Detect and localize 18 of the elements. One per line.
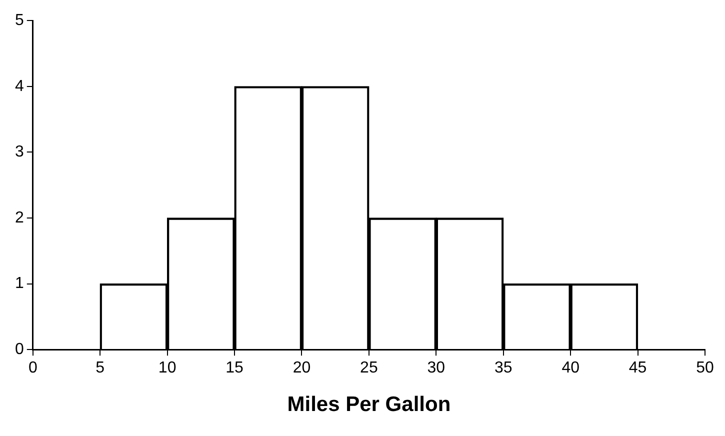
x-tick-label: 0 [28,360,38,377]
x-tick-label: 20 [292,360,311,377]
x-tick-label: 40 [562,360,580,377]
x-tick-label: 15 [226,360,244,377]
x-tick-label: 25 [360,360,378,377]
x-axis-title: Miles Per Gallon [287,393,451,416]
x-tick-label: 10 [158,360,176,377]
x-tick-label: 50 [696,360,714,377]
y-tick-label: 2 [14,209,24,226]
y-tick-label: 1 [14,275,24,292]
x-tick-label: 35 [494,360,512,377]
x-tick-label: 45 [628,360,647,377]
y-tick-label: 5 [14,12,24,30]
y-tick-label: 0 [14,341,24,358]
y-tick-label: 3 [14,144,24,161]
x-tick-label: 30 [427,360,446,377]
y-tick-label: 4 [14,78,24,95]
x-tick-label: 5 [96,360,105,377]
